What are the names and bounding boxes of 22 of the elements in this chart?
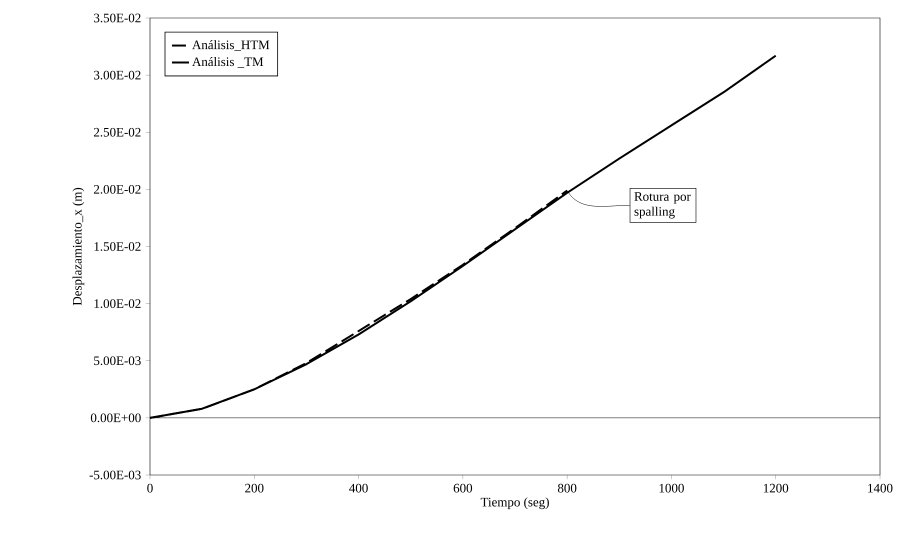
x-tick-label: 1000 [660,484,684,493]
x-tick-label: 800 [558,484,576,493]
y-tick-label: 3.00E-02 [94,70,141,80]
y-tick-label: -5.00E-03 [90,470,141,480]
x-tick-label: 1400 [868,484,892,493]
y-tick-label: 2.00E-02 [94,184,141,194]
x-tick-label: 0 [147,484,153,493]
x-axis-title: Tiempo (seg) [480,497,549,510]
legend-label: Análisis _TM [192,57,264,68]
annotation: Rotura por spalling [634,192,691,218]
y-tick-label: 1.50E-02 [94,242,141,251]
x-tick-label: 600 [454,484,472,493]
legend-label: Análisis_HTM [192,40,270,51]
y-tick-label: 1.00E-02 [94,299,141,308]
x-tick-label: 200 [245,484,264,493]
y-tick-label: 0.00E+00 [90,413,141,422]
x-tick-label: 400 [349,484,368,493]
y-tick-label: 3.50E-02 [94,14,141,22]
y-tick-label: 5.00E-03 [94,356,141,366]
x-tick-label: 1200 [764,484,788,493]
y-axis-title: Desplazamiento_x (m) [72,188,84,306]
y-tick-label: 2.50E-02 [94,128,141,137]
